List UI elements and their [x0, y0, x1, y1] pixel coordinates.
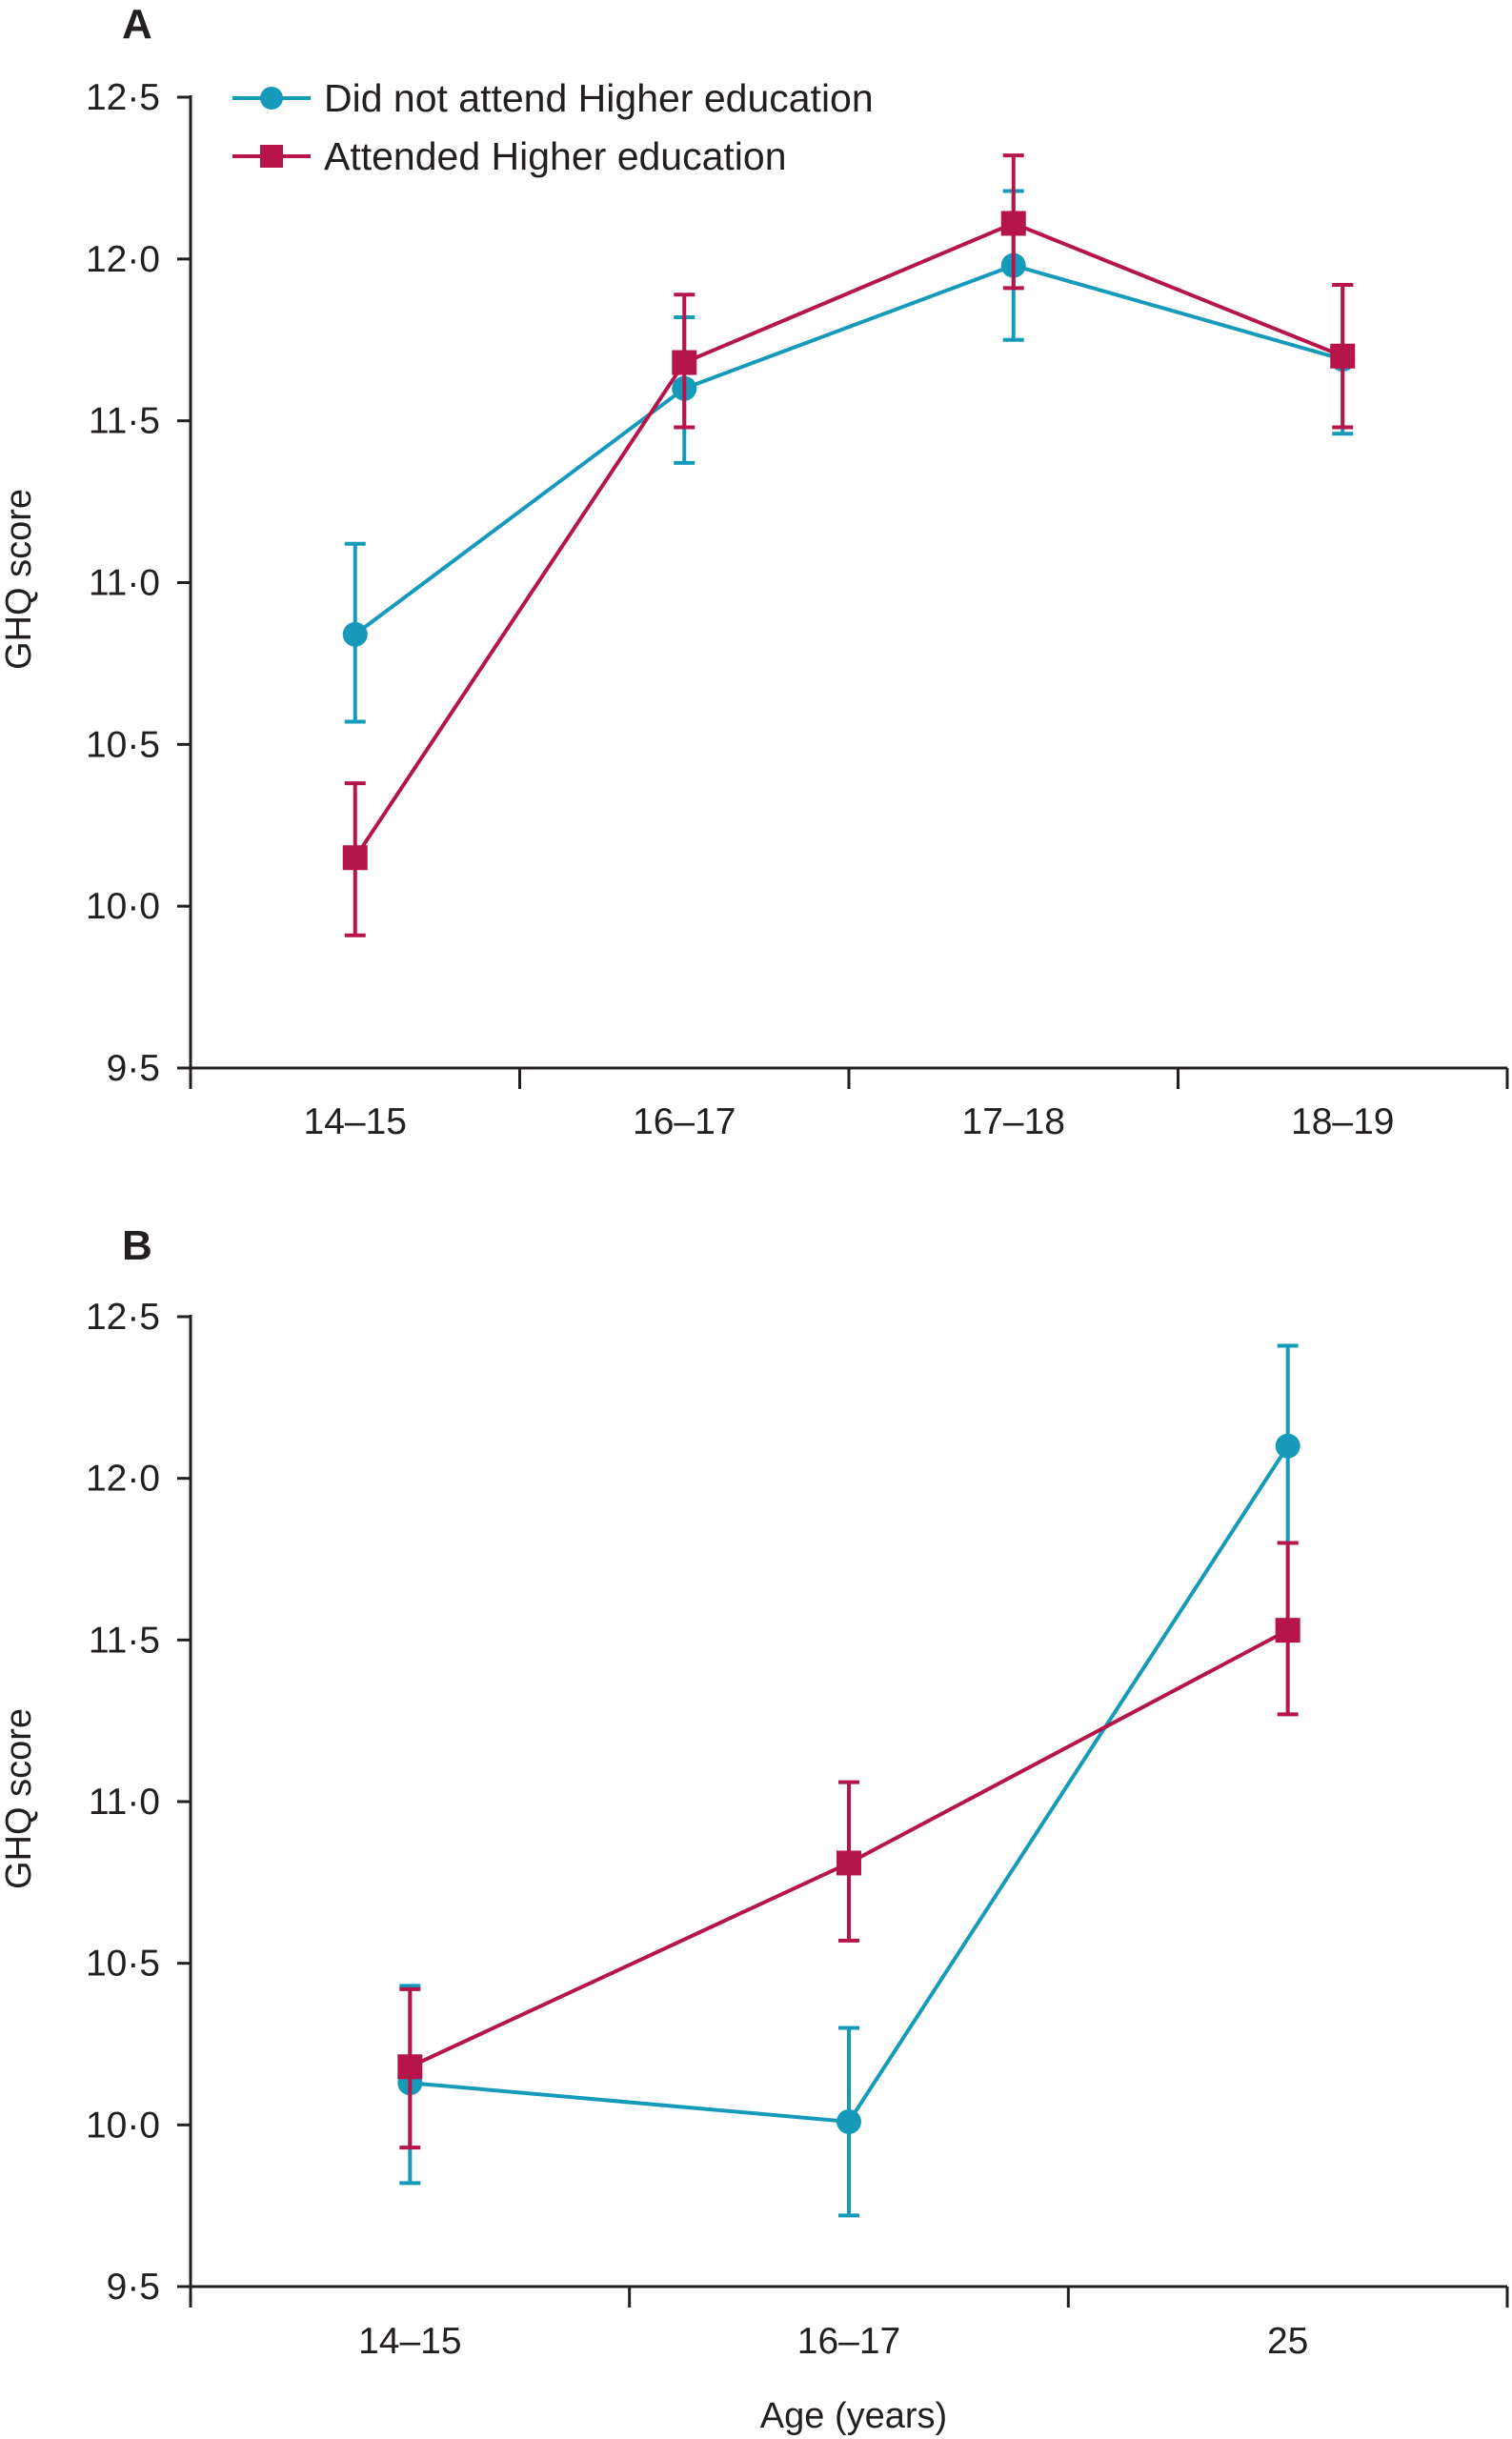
series-line [353, 263, 1343, 636]
data-point-square [1000, 211, 1026, 236]
panel-b-y-axis-title: GHQ score [0, 1708, 39, 1889]
data-point-square [1330, 343, 1356, 369]
legend-item-did-not-attend: Did not attend Higher education [232, 76, 874, 120]
panel-b: B GHQ score 9·5 10·0 10·5 11·0 11·5 12·0 12·5 1… [0, 1222, 1509, 2436]
y-tick-label: 11·5 [89, 1620, 160, 1661]
series-line [353, 221, 1343, 859]
data-point-square [342, 845, 368, 871]
legend-item-attended: Attended Higher education [232, 134, 787, 178]
y-tick-label: 9·5 [107, 2267, 160, 2308]
panel-b-x-axis-title: Age (years) [760, 2396, 947, 2436]
y-tick-label: 12·0 [86, 239, 160, 280]
panel-a: A GHQ score 9·5 10·0 10·5 11·0 11·5 12·0 12·5 1… [0, 1, 1509, 1142]
y-tick-label: 11·0 [89, 563, 160, 604]
panel-b-series [397, 1343, 1300, 2218]
y-tick-label: 10·5 [86, 1944, 160, 1985]
x-tick-label: 25 [1267, 2321, 1308, 2362]
legend-circle-marker-icon [260, 87, 283, 110]
data-point-circle [837, 2108, 861, 2134]
x-tick-label: 17–18 [962, 1101, 1065, 1142]
series-square [397, 1541, 1300, 2150]
y-tick-label: 11·0 [89, 1782, 160, 1823]
x-tick-label: 16–17 [797, 2321, 900, 2362]
data-point-square [397, 2054, 423, 2080]
x-tick-label: 14–15 [304, 1101, 407, 1142]
y-tick-label: 12·5 [86, 1297, 160, 1338]
legend-square-marker-icon [260, 145, 283, 168]
y-tick-label: 10·5 [86, 724, 160, 765]
x-tick-label: 18–19 [1291, 1101, 1394, 1142]
y-tick-label: 10·0 [86, 2105, 160, 2146]
panel-a-letter: A [122, 1, 152, 48]
panel-a-axes: 9·5 10·0 10·5 11·0 11·5 12·0 12·5 14–15 16–17 17–… [86, 77, 1509, 1142]
y-tick-label: 10·0 [86, 886, 160, 927]
data-point-circle [1275, 1433, 1300, 1459]
data-point-square [837, 1850, 861, 1876]
y-tick-label: 9·5 [107, 1048, 160, 1089]
data-point-square [1275, 1618, 1300, 1643]
y-tick-label: 11·5 [89, 401, 160, 442]
series-circle [342, 189, 1356, 724]
panel-a-series [342, 153, 1356, 937]
data-point-circle [342, 621, 368, 647]
panel-b-axes: 9·5 10·0 10·5 11·0 11·5 12·0 12·5 14–15 16–17 25 [86, 1297, 1509, 2362]
panel-b-letter: B [122, 1222, 152, 1269]
legend-label: Did not attend Higher education [324, 76, 874, 120]
data-point-square [672, 350, 697, 375]
panel-a-y-axis-title: GHQ score [0, 489, 39, 670]
x-tick-label: 14–15 [358, 2321, 461, 2362]
x-tick-label: 16–17 [633, 1101, 736, 1142]
y-tick-label: 12·0 [86, 1459, 160, 1500]
legend: Did not attend Higher education Attended… [232, 76, 874, 178]
y-tick-label: 12·5 [86, 77, 160, 118]
series-square [342, 153, 1356, 937]
legend-label: Attended Higher education [324, 134, 787, 178]
series-circle [397, 1343, 1300, 2218]
